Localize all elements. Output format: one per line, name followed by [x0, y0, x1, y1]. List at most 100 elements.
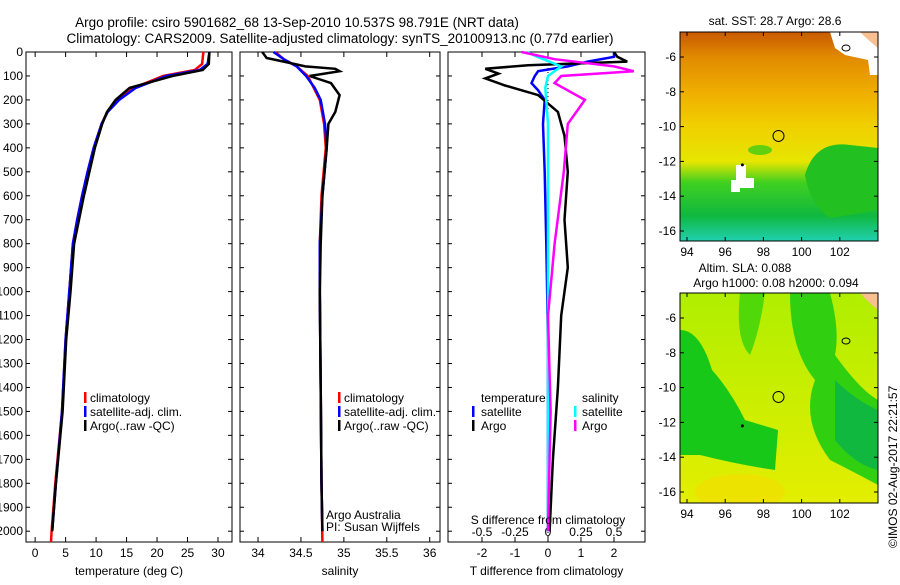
lat-tick-label: -12 — [659, 154, 677, 168]
legend-heading-temperature: temperature — [481, 391, 546, 405]
panel-salinity: 34 34.5 35 35.5 36 salinity — [239, 50, 441, 578]
lon-tick-label: 96 — [719, 245, 733, 259]
profile-location-marker — [772, 390, 785, 403]
plot-frame — [239, 51, 441, 543]
s-tick-label: 0.25 — [569, 525, 593, 539]
s-tick-label: 0.5 — [606, 525, 623, 539]
depth-tick-label: 1900 — [0, 500, 23, 514]
lon-tick-label: 94 — [680, 245, 694, 259]
island-marker — [740, 163, 744, 167]
plot-frame — [447, 51, 646, 543]
depth-tick-label: 2000 — [0, 524, 23, 538]
x-tick-label: 15 — [120, 546, 134, 560]
lat-tick-label: -10 — [659, 120, 677, 134]
legend-label: satellite — [582, 405, 623, 419]
depth-tick-label: 200 — [3, 93, 23, 107]
depth-tick-label: 1400 — [0, 380, 23, 394]
lon-tick-label: 98 — [757, 245, 771, 259]
legend-swatch-satellite — [338, 406, 341, 417]
legend-label: climatology — [344, 391, 404, 405]
x-tick-label: 0 — [32, 546, 39, 560]
lat-tick-label: -6 — [665, 50, 676, 64]
x-tick-label: -2 — [477, 546, 488, 560]
s-tick-label: -0.25 — [501, 525, 529, 539]
lon-tick-label: 94 — [680, 507, 694, 521]
credit-text: ©IMOS 02-Aug-2017 22:21:57 — [886, 385, 900, 548]
x-tick-label: 20 — [150, 546, 164, 560]
sla-map-title: Altim. SLA: 0.088 — [699, 261, 792, 275]
sst-map-title: sat. SST: 28.7 Argo: 28.6 — [709, 14, 842, 28]
legend-swatch-satellite — [84, 406, 87, 417]
legend-label: Argo(..raw -QC) — [344, 419, 429, 433]
depth-tick-label: 600 — [3, 189, 23, 203]
depth-tick-label: 1100 — [0, 309, 23, 323]
legend-swatch-climatology — [338, 392, 341, 403]
s-tick-label: -0.5 — [472, 525, 493, 539]
depth-tick-label: 1700 — [0, 452, 23, 466]
lat-tick-label: -10 — [659, 381, 677, 395]
depth-tick-label: 900 — [3, 261, 23, 275]
annotation-pi: PI: Susan Wijffels — [326, 520, 420, 534]
profile-location-marker — [772, 129, 785, 142]
lon-tick-label: 102 — [830, 507, 850, 521]
series-line-salinity-argo — [521, 50, 635, 532]
lon-tick-label: 98 — [757, 507, 771, 521]
lat-tick-label: -12 — [659, 415, 677, 429]
x-tick-label: 0 — [545, 546, 552, 560]
x-tick-label: 1 — [578, 546, 585, 560]
plot-frame — [25, 51, 233, 543]
island-marker — [740, 424, 744, 428]
legend-label: satellite — [481, 405, 522, 419]
lon-tick-label: 96 — [719, 507, 733, 521]
legend-label: climatology — [90, 391, 150, 405]
depth-tick-label: 400 — [3, 141, 23, 155]
series-line-climatology — [49, 51, 205, 543]
legend-label: Argo(..raw -QC) — [90, 419, 175, 433]
lat-tick-label: -8 — [665, 346, 676, 360]
lat-tick-label: -14 — [659, 450, 677, 464]
lat-tick-label: -16 — [659, 485, 677, 499]
depth-tick-label: 1300 — [0, 356, 23, 370]
sst-map: sat. SST: 28.7 Argo: 28.6 94 96 98 100 102 -6… — [659, 14, 879, 259]
legend-label: satellite-adj. clim. — [344, 405, 436, 419]
x-tick-label: 30 — [211, 546, 225, 560]
depth-tick-label: 800 — [3, 237, 23, 251]
series-line-satellite-adj-clim- — [50, 51, 211, 532]
legend-swatch-argo — [84, 420, 87, 431]
legend-heading-salinity: salinity — [582, 391, 619, 405]
depth-tick-label: 1800 — [0, 476, 23, 490]
depth-tick-label: 1200 — [0, 333, 23, 347]
sla-map: Altim. SLA: 0.088 Argo h1000: 0.08 h2000… — [659, 261, 879, 521]
x-tick-label: 34 — [251, 546, 265, 560]
series-line-argo-raw-qc- — [261, 51, 344, 532]
x-tick-label: 10 — [89, 546, 103, 560]
no-data-patch — [830, 32, 878, 75]
depth-tick-label: 1500 — [0, 404, 23, 418]
s-difference-axis-label: S difference from climatology — [471, 513, 626, 527]
series-line-argo-raw-qc- — [50, 51, 211, 532]
title-line-2: Climatology: CARS2009. Satellite-adjuste… — [66, 31, 613, 46]
depth-tick-label: 500 — [3, 165, 23, 179]
lon-tick-label: 100 — [792, 245, 812, 259]
lat-tick-label: -14 — [659, 189, 677, 203]
annotation-argo-australia: Argo Australia — [326, 508, 401, 522]
temperature-legend: climatology satellite-adj. clim. Argo(..… — [84, 391, 182, 433]
lon-tick-label: 102 — [830, 245, 850, 259]
legend-swatch-s-satellite — [574, 406, 577, 417]
legend-swatch-argo — [338, 420, 341, 431]
land-patch — [860, 32, 878, 48]
lat-tick-label: -16 — [659, 224, 677, 238]
title-line-1: Argo profile: csiro 5901682_68 13-Sep-20… — [75, 15, 519, 30]
legend-label: satellite-adj. clim. — [90, 405, 182, 419]
no-data-patch — [731, 165, 754, 192]
lon-tick-label: 100 — [792, 507, 812, 521]
x-tick-label: 2 — [611, 546, 618, 560]
land-patch — [860, 293, 878, 310]
x-tick-label: 35.5 — [375, 546, 399, 560]
x-tick-label: 35 — [337, 546, 351, 560]
x-tick-label: 5 — [62, 546, 69, 560]
x-tick-label: 25 — [181, 546, 195, 560]
difference-legend: temperature satellite Argo salinity sate… — [471, 391, 626, 527]
